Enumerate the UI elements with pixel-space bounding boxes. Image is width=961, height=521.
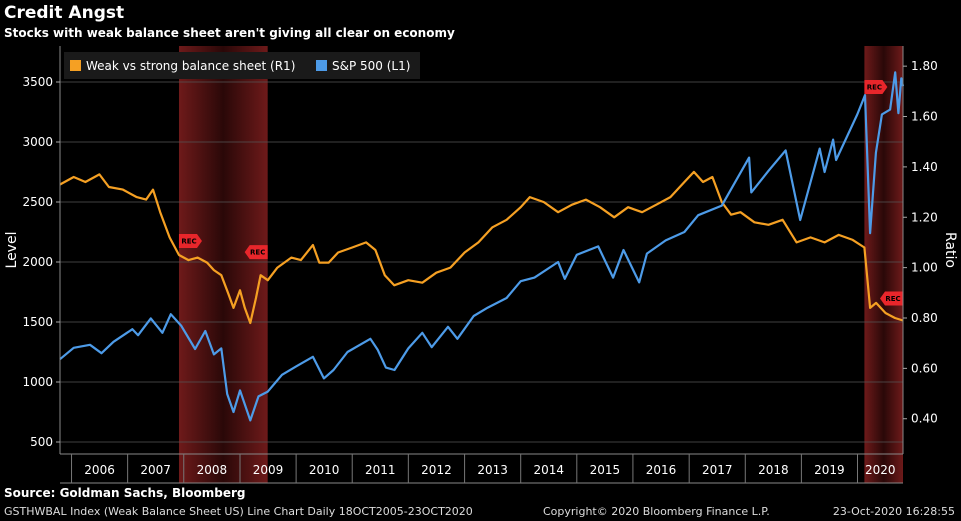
x-tick-label: 2010 bbox=[309, 463, 340, 477]
rec-marker: REC bbox=[178, 234, 202, 249]
legend-label-weak-vs-strong: Weak vs strong balance sheet (R1) bbox=[86, 59, 295, 73]
series-lines bbox=[59, 71, 905, 422]
recession-markers: REC REC REC REC bbox=[178, 80, 903, 306]
x-tick-label: 2008 bbox=[197, 463, 228, 477]
y-axis-right-ticks: 0.40 0.60 0.80 1.00 1.20 1.40 1.60 1.80 bbox=[903, 59, 938, 426]
y-tick-left: 1000 bbox=[22, 375, 53, 389]
y-tick-right: 1.00 bbox=[911, 261, 938, 275]
y-axis-right-label: Ratio bbox=[942, 232, 958, 268]
legend: Weak vs strong balance sheet (R1) S&P 50… bbox=[64, 52, 420, 79]
y-tick-left: 2500 bbox=[22, 195, 53, 209]
y-tick-right: 1.60 bbox=[911, 110, 938, 124]
grid-lines bbox=[60, 81, 903, 443]
legend-swatch-weak-vs-strong bbox=[70, 60, 81, 71]
x-tick-label: 2013 bbox=[477, 463, 508, 477]
y-tick-left: 3000 bbox=[22, 135, 53, 149]
recession-band bbox=[178, 46, 268, 483]
x-tick-label: 2009 bbox=[253, 463, 284, 477]
axes bbox=[59, 46, 904, 484]
y-tick-right: 0.40 bbox=[911, 412, 938, 426]
x-tick-label: 2018 bbox=[758, 463, 789, 477]
footer-timestamp: 23-Oct-2020 16:28:55 bbox=[832, 505, 955, 518]
y-tick-right: 1.40 bbox=[911, 160, 938, 174]
x-tick-label: 2006 bbox=[84, 463, 115, 477]
y-tick-right: 1.80 bbox=[911, 59, 938, 73]
rec-marker-label: REC bbox=[181, 238, 196, 246]
series-weak-vs-strong-line bbox=[59, 170, 904, 325]
rec-marker-label: REC bbox=[885, 295, 900, 303]
y-tick-left: 1500 bbox=[22, 315, 53, 329]
rec-marker-label: REC bbox=[867, 84, 882, 92]
y-axis-left-label: Level bbox=[4, 232, 20, 269]
x-tick-label: 2014 bbox=[533, 463, 564, 477]
footer-index-description: GSTHWBAL Index (Weak Balance Sheet US) L… bbox=[4, 505, 473, 518]
rec-marker: REC bbox=[244, 245, 268, 260]
x-tick-label: 2019 bbox=[814, 463, 845, 477]
recession-band bbox=[864, 46, 903, 483]
x-tick-label: 2020 bbox=[865, 463, 896, 477]
x-tick-label: 2016 bbox=[646, 463, 677, 477]
x-tick-label: 2007 bbox=[140, 463, 171, 477]
x-tick-label: 2011 bbox=[365, 463, 396, 477]
rec-marker: REC bbox=[880, 291, 903, 306]
chart-title: Credit Angst bbox=[4, 3, 125, 23]
y-tick-left: 2000 bbox=[22, 255, 53, 269]
y-tick-right: 1.20 bbox=[911, 210, 938, 224]
y-tick-right: 0.60 bbox=[911, 361, 938, 375]
series-sp500-line bbox=[59, 71, 905, 422]
source-note: Source: Goldman Sachs, Bloomberg bbox=[4, 486, 246, 500]
y-tick-left: 500 bbox=[30, 435, 53, 449]
x-tick-label: 2015 bbox=[590, 463, 621, 477]
x-tick-label: 2012 bbox=[421, 463, 452, 477]
y-tick-right: 0.80 bbox=[911, 311, 938, 325]
legend-label-sp500: S&P 500 (L1) bbox=[332, 59, 410, 73]
legend-background bbox=[64, 52, 420, 79]
legend-swatch-sp500 bbox=[316, 60, 327, 71]
rec-marker: REC bbox=[864, 80, 888, 94]
y-axis-left-ticks: 500 1000 1500 2000 2500 3000 3500 bbox=[22, 75, 60, 449]
x-tick-label: 2017 bbox=[702, 463, 733, 477]
rec-marker-label: REC bbox=[250, 249, 265, 257]
y-tick-left: 3500 bbox=[22, 75, 53, 89]
chart-subtitle: Stocks with weak balance sheet aren't gi… bbox=[4, 26, 455, 40]
footer-copyright: Copyright© 2020 Bloomberg Finance L.P. bbox=[543, 505, 770, 518]
x-axis-ticks: 2006 2007 2008 2009 2010 2011 2012 2013 2014 2015… bbox=[71, 454, 896, 483]
